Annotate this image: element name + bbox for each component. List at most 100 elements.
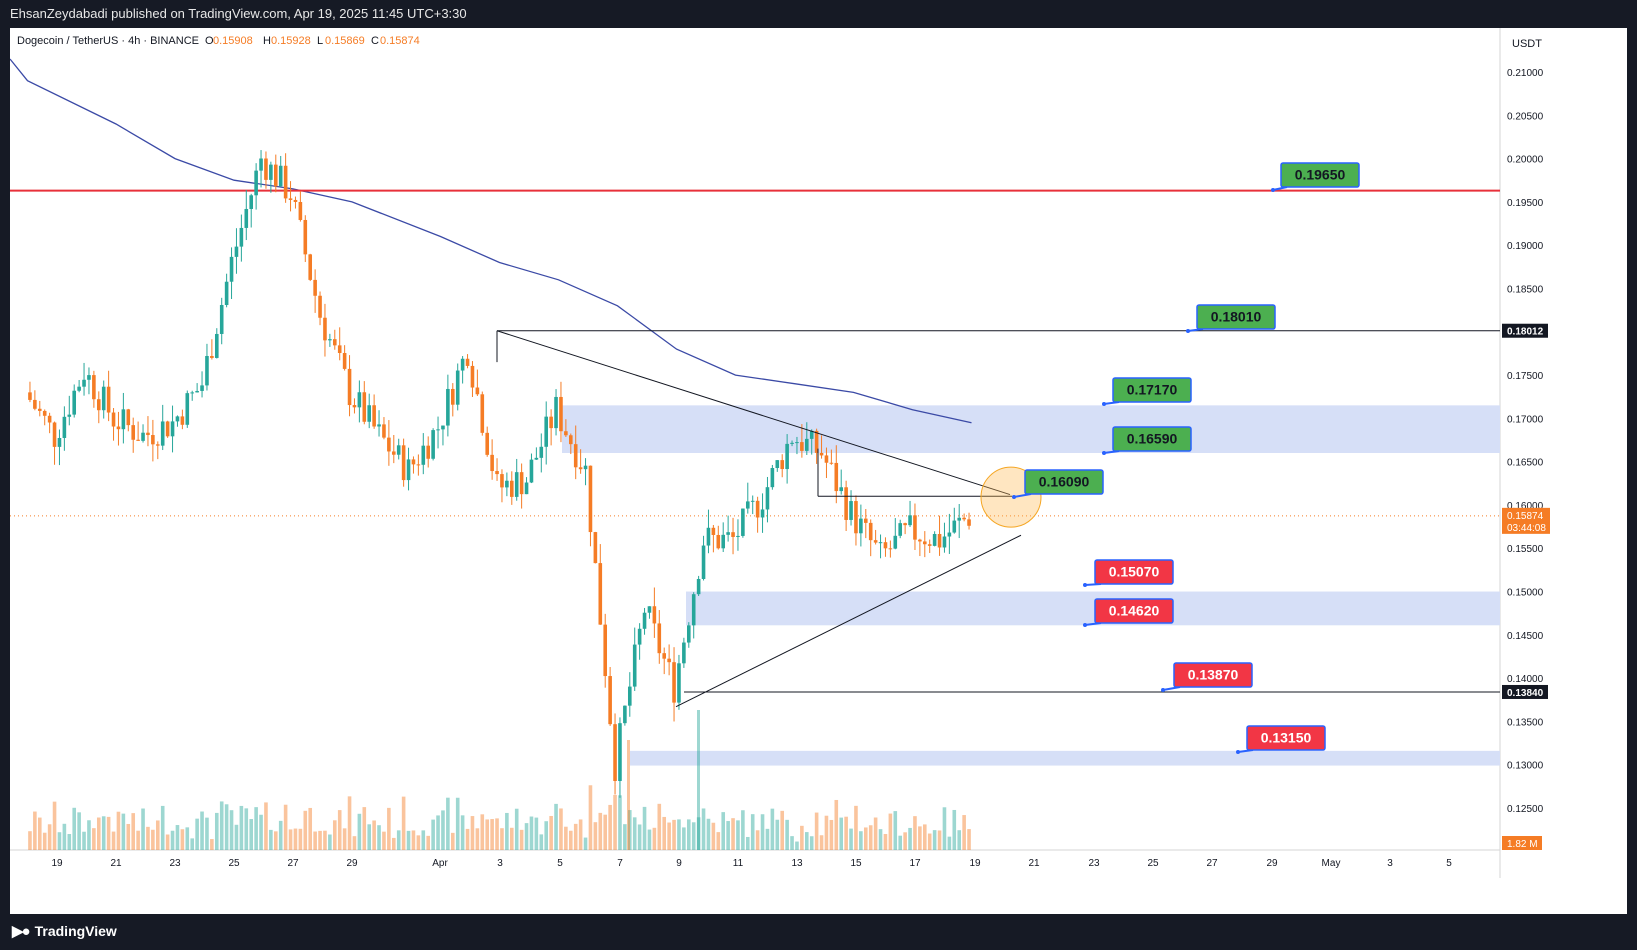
candle-body [308, 254, 313, 280]
volume-bar [33, 811, 37, 850]
volume-bar [160, 805, 165, 850]
candle-body [967, 519, 971, 526]
time-tick-label: 27 [287, 858, 299, 869]
close-value: 0.15874 [380, 35, 420, 47]
volume-bar [328, 834, 332, 850]
time-tick-label: 7 [617, 858, 623, 869]
target-value: 0.16590 [1127, 431, 1178, 447]
candle-body [28, 392, 32, 400]
volume-bar [755, 830, 760, 850]
candle-body [716, 534, 721, 549]
candle-body [131, 425, 136, 440]
volume-bar [332, 820, 337, 850]
candle-body [342, 353, 347, 369]
volume-bar [170, 830, 175, 850]
chart-frame[interactable]: 0.19650 0.18010 0.17170 0.16590 0.16090 0.150… [9, 28, 1627, 914]
volume-bar [273, 831, 278, 850]
volume-bar [500, 828, 504, 850]
candle-body [726, 532, 730, 535]
target-value: 0.15070 [1109, 564, 1160, 580]
candle-body [205, 355, 209, 386]
candle-body [160, 421, 165, 446]
symbol-legend: Dogecoin / TetherUS · 4h · BINANCE O 0.1… [17, 35, 420, 47]
volume-bar [126, 823, 131, 850]
candle-body [377, 424, 381, 427]
target-label-red: 0.13150 [1236, 725, 1326, 754]
candle-body [568, 435, 573, 445]
volume-bar [809, 836, 814, 850]
time-tick-label: 21 [110, 858, 122, 869]
volume-bar [82, 831, 86, 850]
volume-bar [942, 807, 947, 850]
volume-bar [952, 809, 957, 850]
volume-bar [185, 827, 190, 850]
price-chart[interactable]: 0.19650 0.18010 0.17170 0.16590 0.16090 0.150… [9, 28, 1627, 914]
candle-body [800, 442, 804, 451]
candle-body [382, 424, 386, 438]
volume-bar [460, 815, 465, 850]
candle-body [495, 471, 499, 475]
volume-bar [347, 796, 352, 850]
candle-body [509, 480, 514, 497]
volume-bar [259, 814, 263, 850]
volume-bar [775, 819, 780, 850]
volume-bar [57, 832, 62, 850]
price-tick-label: 0.15000 [1507, 588, 1544, 599]
candle-body [180, 416, 185, 425]
volume-bar [839, 817, 844, 850]
volume-bar [455, 797, 460, 850]
candle-body [411, 459, 416, 465]
volume-bar [814, 812, 819, 850]
volume-bar [131, 813, 136, 850]
volume-bar [337, 810, 342, 850]
volume-bar [701, 808, 706, 850]
volume-bar [210, 839, 214, 850]
volume-bar [824, 815, 829, 850]
demand-supply-zones [562, 405, 1500, 766]
volume-bar [470, 816, 475, 850]
candle-body [918, 539, 922, 542]
volume-bar [77, 812, 81, 850]
candle-body [273, 164, 278, 187]
tradingview-logo[interactable]: ▶● TradingView [12, 922, 117, 940]
price-tick-label: 0.19500 [1507, 198, 1544, 209]
candle-body [682, 642, 686, 664]
price-tick-label: 0.20500 [1507, 111, 1544, 122]
volume-bar [190, 838, 195, 850]
candle-body [859, 518, 863, 534]
candle-body [780, 460, 785, 470]
volume-bar [696, 817, 701, 850]
volume-bar [249, 819, 254, 850]
volume-bar [175, 825, 180, 850]
candle-body [357, 392, 362, 408]
target-value: 0.16090 [1039, 474, 1090, 490]
candle-body [603, 624, 608, 677]
volume-bar [357, 813, 362, 850]
volume-bar [441, 810, 445, 850]
volume-bar [564, 826, 568, 850]
volume-bar [141, 808, 145, 850]
candle-body [111, 412, 116, 427]
volume-bar [411, 830, 416, 850]
volume-bar [116, 811, 121, 850]
candle-body [367, 405, 372, 422]
volume-bar [608, 804, 612, 850]
volume-bar [770, 808, 775, 850]
volume-tag-text: 1.82 M [1507, 839, 1538, 850]
candle-body [96, 399, 101, 411]
candle-body [460, 358, 465, 371]
candle-body [524, 482, 529, 495]
candle-body [450, 388, 455, 405]
candle-body [352, 405, 357, 408]
candle-body [623, 705, 627, 724]
candle-body [785, 443, 789, 470]
volume-bar [224, 804, 229, 850]
volume-bar [480, 814, 485, 850]
volume-bar [908, 827, 912, 850]
candle-body [863, 518, 868, 523]
candle-body [303, 219, 308, 255]
candle-body [436, 429, 440, 431]
target-pointer-dot [1083, 623, 1087, 627]
candle-body [146, 432, 150, 436]
candle-body [500, 474, 504, 488]
